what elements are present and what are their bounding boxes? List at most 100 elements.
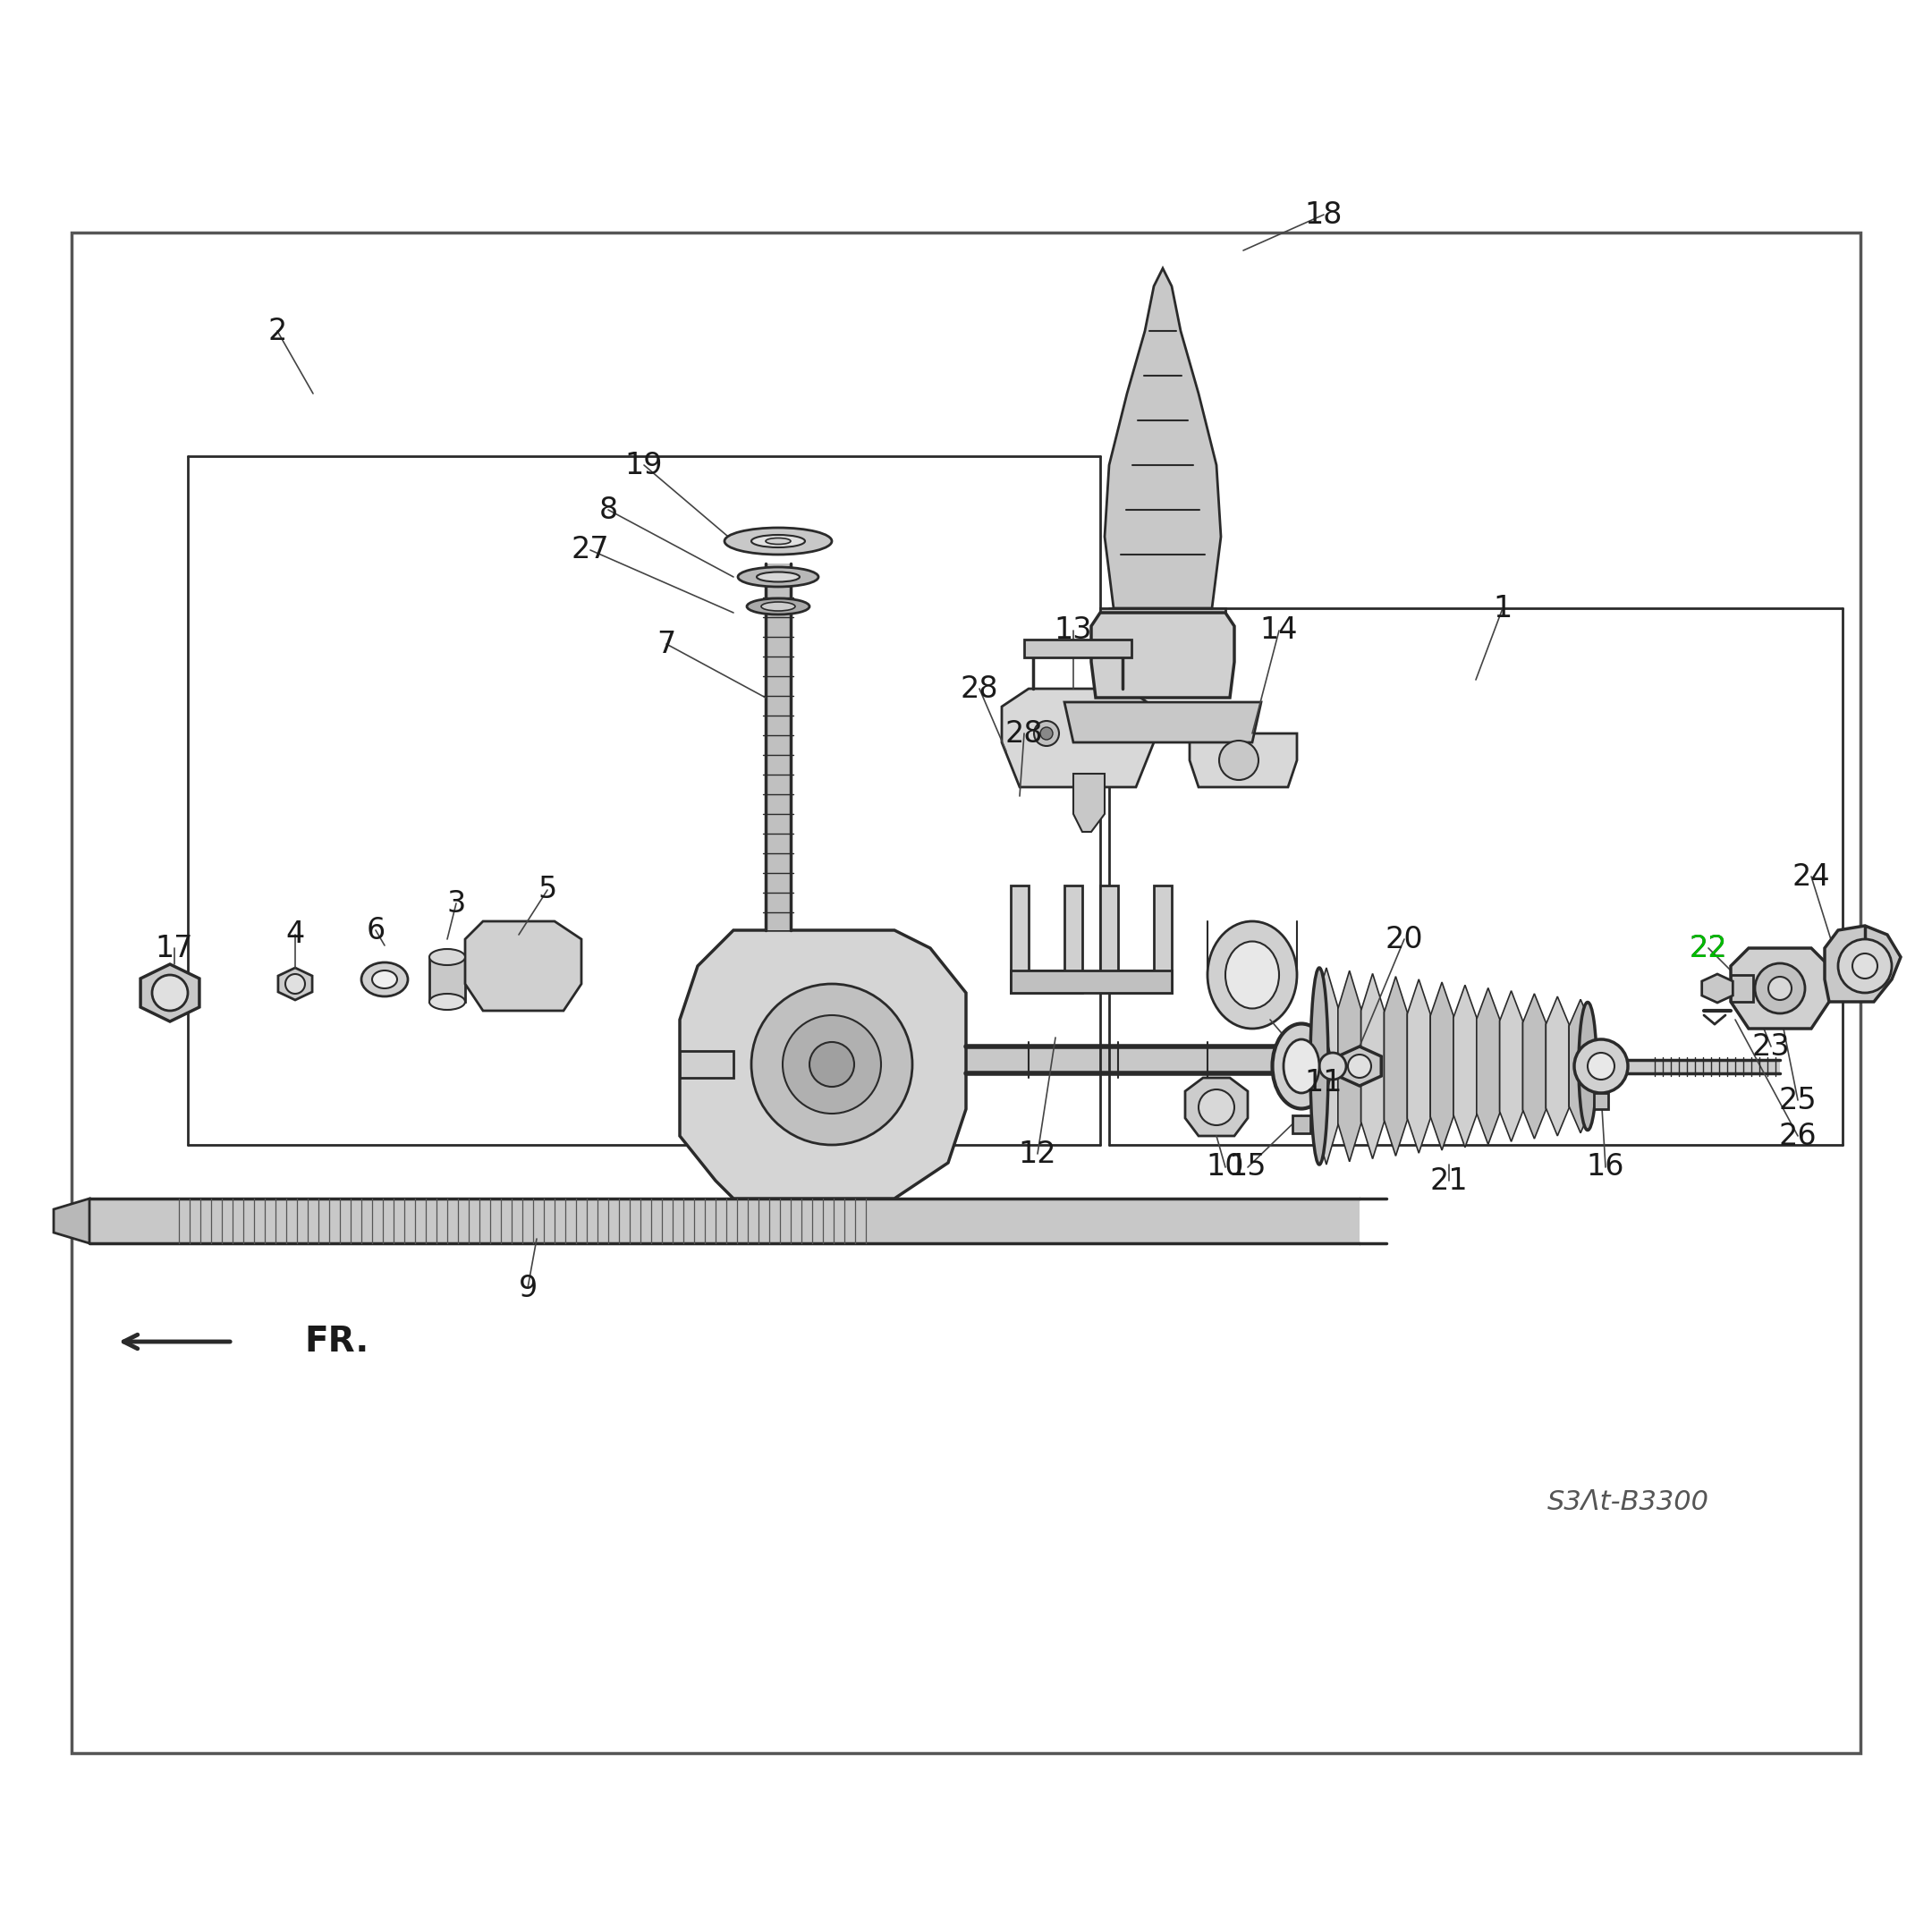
Text: 7: 7 <box>657 630 676 659</box>
Polygon shape <box>1824 925 1901 1003</box>
Polygon shape <box>1383 976 1406 1155</box>
Polygon shape <box>680 929 966 1198</box>
Ellipse shape <box>373 970 398 989</box>
Circle shape <box>1219 740 1258 781</box>
Circle shape <box>286 974 305 993</box>
Ellipse shape <box>1273 1024 1331 1109</box>
Polygon shape <box>141 964 199 1022</box>
Text: 28: 28 <box>1005 719 1043 748</box>
Polygon shape <box>1430 981 1453 1150</box>
Ellipse shape <box>1208 922 1296 1028</box>
Ellipse shape <box>761 603 796 611</box>
Polygon shape <box>1010 885 1082 993</box>
Polygon shape <box>1546 997 1569 1136</box>
Polygon shape <box>1522 993 1546 1138</box>
Text: FR.: FR. <box>303 1325 369 1358</box>
Polygon shape <box>1406 980 1430 1153</box>
Polygon shape <box>54 1198 89 1244</box>
Text: 15: 15 <box>1229 1153 1267 1182</box>
Circle shape <box>1575 1039 1629 1094</box>
Bar <box>765 564 790 929</box>
Polygon shape <box>1569 999 1592 1132</box>
Text: S3Λt-B3300: S3Λt-B3300 <box>1548 1490 1708 1515</box>
Bar <box>966 1047 1289 1074</box>
Polygon shape <box>1594 1094 1607 1109</box>
Bar <box>71 232 1861 1752</box>
Text: 3: 3 <box>446 889 466 918</box>
Ellipse shape <box>429 949 466 966</box>
Bar <box>1024 639 1132 657</box>
Circle shape <box>1853 954 1878 978</box>
Ellipse shape <box>1225 941 1279 1009</box>
Polygon shape <box>1731 976 1752 1003</box>
Circle shape <box>1588 1053 1615 1080</box>
Text: 11: 11 <box>1304 1068 1343 1097</box>
Circle shape <box>1349 1055 1372 1078</box>
Polygon shape <box>278 968 313 1001</box>
Text: 6: 6 <box>367 916 384 945</box>
Ellipse shape <box>748 599 810 614</box>
Text: 2: 2 <box>269 317 286 346</box>
Polygon shape <box>1293 1115 1310 1134</box>
Bar <box>1099 609 1225 643</box>
Text: 22: 22 <box>1689 933 1727 962</box>
Polygon shape <box>1105 269 1221 609</box>
Ellipse shape <box>1310 968 1329 1165</box>
Circle shape <box>1198 1090 1235 1124</box>
Text: 16: 16 <box>1586 1153 1625 1182</box>
Text: 25: 25 <box>1779 1086 1816 1115</box>
Circle shape <box>752 983 912 1146</box>
Text: 8: 8 <box>599 495 618 526</box>
Circle shape <box>1754 964 1804 1014</box>
Polygon shape <box>1003 688 1153 786</box>
Polygon shape <box>1476 987 1499 1144</box>
Text: 22: 22 <box>1689 933 1727 962</box>
Text: 10: 10 <box>1206 1153 1244 1182</box>
Polygon shape <box>1092 612 1235 697</box>
Circle shape <box>1837 939 1891 993</box>
Circle shape <box>1039 726 1053 740</box>
Circle shape <box>810 1041 854 1086</box>
Text: 27: 27 <box>572 535 609 564</box>
Bar <box>1010 970 1171 993</box>
Polygon shape <box>1499 991 1522 1142</box>
Circle shape <box>1768 978 1791 1001</box>
Polygon shape <box>1453 985 1476 1148</box>
Ellipse shape <box>724 527 833 554</box>
Ellipse shape <box>361 962 408 997</box>
Text: 20: 20 <box>1385 923 1424 954</box>
Circle shape <box>1320 1053 1347 1080</box>
Polygon shape <box>466 922 582 1010</box>
Ellipse shape <box>429 993 466 1010</box>
Text: 9: 9 <box>518 1273 537 1302</box>
Polygon shape <box>1731 949 1830 1028</box>
Text: 19: 19 <box>624 450 663 479</box>
Polygon shape <box>1190 734 1296 786</box>
Text: 23: 23 <box>1752 1032 1791 1061</box>
Text: 5: 5 <box>537 875 556 904</box>
Text: 14: 14 <box>1260 616 1298 645</box>
Polygon shape <box>1337 1047 1381 1086</box>
Text: 26: 26 <box>1779 1121 1816 1151</box>
Polygon shape <box>1702 974 1733 1003</box>
Bar <box>429 956 466 1003</box>
Bar <box>89 1198 1360 1244</box>
Ellipse shape <box>765 537 790 545</box>
Ellipse shape <box>757 572 800 582</box>
Polygon shape <box>1099 885 1171 993</box>
Ellipse shape <box>1578 1003 1596 1130</box>
Text: 12: 12 <box>1018 1140 1057 1169</box>
Text: 18: 18 <box>1304 199 1343 230</box>
Polygon shape <box>1065 701 1262 742</box>
Text: 28: 28 <box>960 674 999 703</box>
Bar <box>680 1051 734 1078</box>
Ellipse shape <box>738 568 819 587</box>
Circle shape <box>782 1014 881 1113</box>
Text: 1: 1 <box>1493 593 1513 622</box>
Polygon shape <box>1316 968 1339 1165</box>
Bar <box>1289 1061 1779 1074</box>
Polygon shape <box>1360 974 1383 1159</box>
Text: 21: 21 <box>1430 1165 1468 1196</box>
Circle shape <box>153 976 187 1010</box>
Text: 24: 24 <box>1793 862 1830 891</box>
